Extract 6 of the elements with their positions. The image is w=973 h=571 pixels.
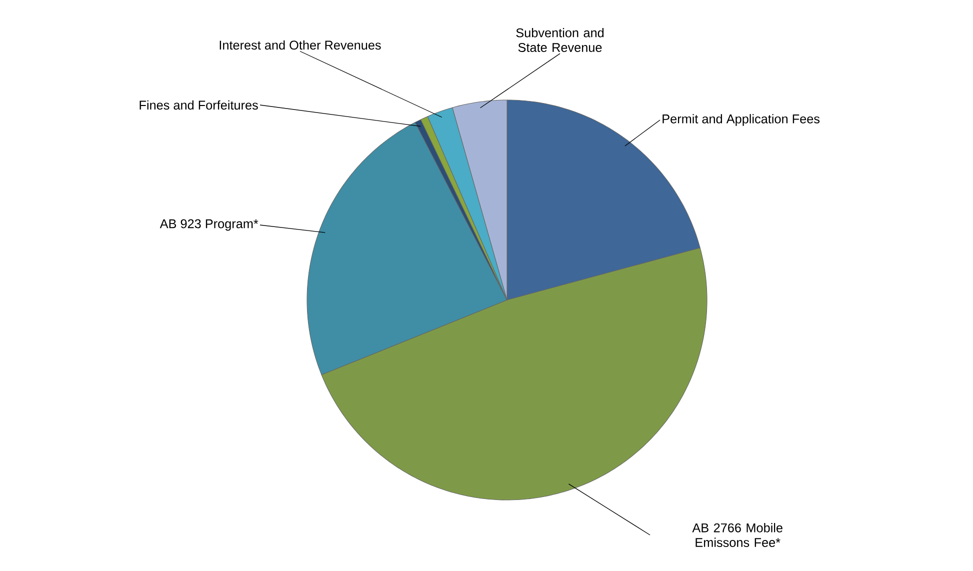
slice-label: Interest and Other Revenues [220, 40, 381, 50]
slice-label: AB 923 Program* [160, 219, 258, 231]
slice-label: Subvention and State Revenue [516, 28, 604, 52]
slice-label: AB 2766 Mobile Emissons Fee* [692, 523, 782, 547]
slice-label: Permit and Application Fees [662, 114, 820, 126]
slice-label: Fines and Forfeitures [140, 100, 258, 110]
